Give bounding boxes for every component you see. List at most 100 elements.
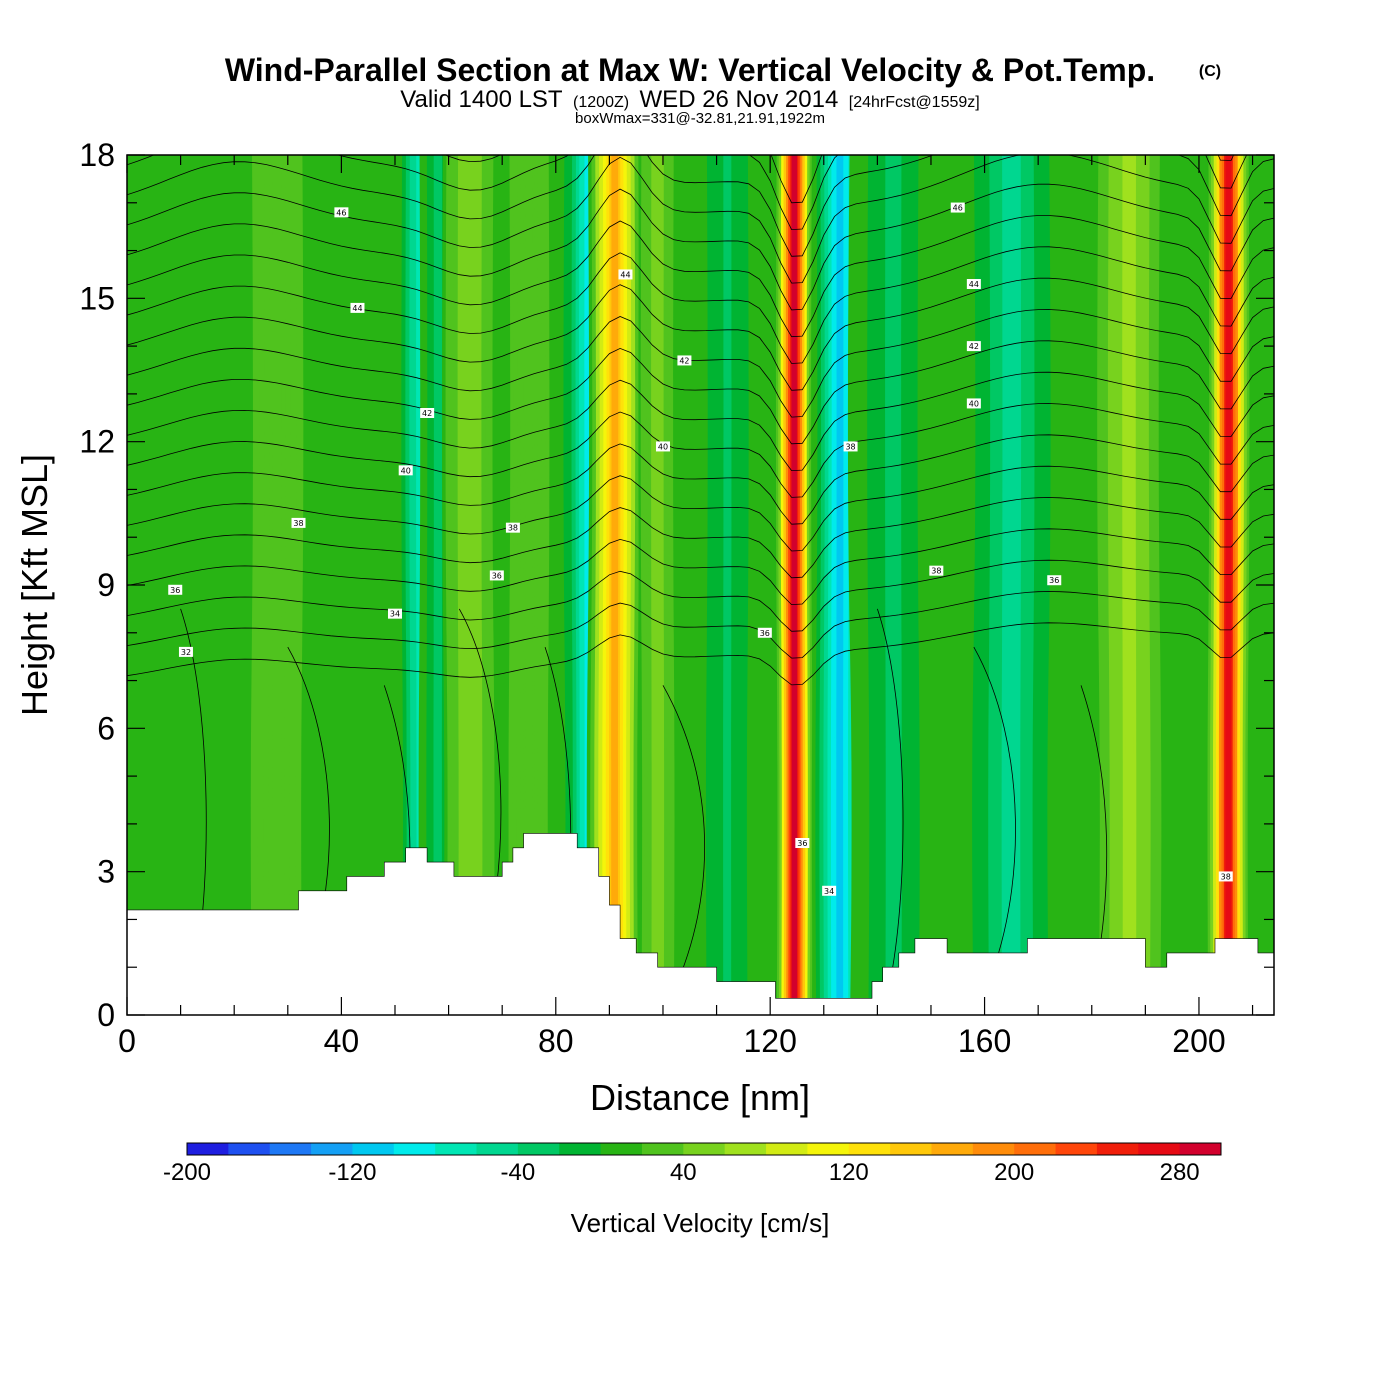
contour-label-box: [655, 441, 670, 452]
contour-label-text: 32: [181, 648, 191, 657]
contour-label-text: 36: [492, 571, 502, 580]
y-tick-label: 9: [97, 567, 115, 603]
w-column: [442, 155, 499, 1015]
contour-label-box: [966, 398, 981, 409]
contour-label-text: 38: [931, 567, 941, 576]
valid-local-time: Valid 1400 LST: [400, 86, 563, 113]
colorbar-swatch: [683, 1143, 726, 1155]
contour-label-box: [757, 627, 772, 638]
contour-label-text: 38: [845, 442, 855, 451]
contour-label: 40: [966, 398, 981, 409]
contour-label-box: [966, 341, 981, 352]
contour-label: 46: [334, 207, 349, 218]
contour-label-text: 46: [953, 204, 963, 213]
contour-label-box: [795, 838, 810, 848]
contour-label-text: 44: [620, 270, 630, 279]
contour-label: 38: [1218, 871, 1233, 882]
contour-label-box: [398, 465, 413, 476]
contour-labels: 46 44 42 40 38 36 32 34 38 36 44 42 40 36 36 34 38 46 44 42…: [168, 202, 1233, 896]
contour-label: 44: [618, 269, 633, 280]
contour-label-box: [966, 279, 981, 289]
theta-contour: [127, 309, 1274, 418]
colorbar-swatch: [435, 1143, 478, 1155]
contour-label-text: 44: [969, 280, 979, 289]
x-tick-label: 0: [118, 1023, 136, 1059]
valid-utc-time: (1200Z): [573, 94, 629, 111]
x-tick-label: 160: [958, 1023, 1011, 1059]
theta-contour: [127, 155, 1274, 284]
theta-contour: [127, 277, 1274, 391]
theta-contour: [127, 246, 1274, 364]
w-column: [957, 155, 1066, 1015]
contour-label-text: 36: [170, 586, 180, 595]
w-band: [466, 155, 474, 1015]
contour-label-text: 42: [969, 342, 979, 351]
colorbar-swatch: [931, 1143, 974, 1155]
contour-label: 44: [966, 279, 981, 289]
contour-label-text: 44: [352, 304, 362, 313]
y-tick-label: 6: [97, 710, 115, 746]
theta-contour: [662, 685, 706, 992]
chart-title: Wind-Parallel Section at Max W: Vertical…: [225, 52, 1155, 88]
contour-label-box: [677, 355, 692, 366]
contour-label-text: 34: [824, 887, 834, 896]
w-band: [791, 155, 798, 1015]
theta-contour: [127, 559, 1274, 632]
colorbar-swatch: [311, 1143, 353, 1155]
x-axis-label: Distance [nm]: [590, 1077, 810, 1118]
y-tick-label: 15: [79, 280, 115, 316]
y-tick-label: 0: [97, 997, 115, 1033]
valid-time-line: Valid 1400 LST (1200Z) WED 26 Nov 2014 […: [400, 86, 979, 113]
contour-label: 34: [822, 885, 837, 896]
x-tick-label: 200: [1172, 1023, 1225, 1059]
contour-label-box: [822, 885, 837, 896]
w-band: [434, 155, 441, 1015]
colorbar-tick-label: 40: [670, 1159, 697, 1186]
contour-label-box: [929, 565, 944, 576]
contour-label: 36: [489, 570, 504, 581]
colorbar-swatch: [848, 1143, 891, 1155]
colorbar-swatch: [600, 1143, 643, 1155]
contour-label: 34: [387, 608, 402, 619]
contour-label-box: [843, 441, 858, 452]
contour-label: 38: [843, 441, 858, 452]
contour-label-text: 38: [1221, 872, 1231, 881]
theta-contour: [127, 465, 1274, 552]
theta-contour: [127, 215, 1274, 338]
contour-label-text: 40: [658, 442, 668, 451]
contour-label-text: 40: [401, 466, 411, 475]
contour-label-text: 42: [679, 356, 689, 365]
contour-label: 38: [929, 565, 944, 576]
theta-contour: [127, 340, 1274, 445]
potential-temperature-contours: [127, 155, 1274, 992]
w-column: [638, 155, 677, 1015]
contour-label: 36: [168, 584, 183, 595]
x-tick-label: 120: [743, 1023, 796, 1059]
colorbar-swatch: [393, 1143, 436, 1155]
vertical-velocity-field: [129, 155, 1250, 1015]
contour-label-text: 36: [760, 629, 770, 638]
colorbar-swatch: [228, 1143, 271, 1155]
colorbar-swatch: [1055, 1143, 1098, 1155]
contour-label-box: [168, 584, 183, 595]
colorbar-tick-label: 200: [994, 1159, 1034, 1186]
contour-label-text: 38: [293, 519, 303, 528]
theta-contour: [127, 403, 1274, 498]
colorbar-swatch: [476, 1143, 519, 1155]
contour-label-box: [950, 202, 965, 213]
colorbar-tick-label: 120: [829, 1159, 869, 1186]
contour-label: 36: [757, 627, 772, 638]
contour-label-text: 40: [969, 399, 979, 408]
theta-contour: [127, 434, 1274, 525]
colorbar-tick-label: 280: [1160, 1159, 1200, 1186]
w-column: [586, 155, 643, 1015]
w-band: [888, 155, 899, 1015]
w-band: [836, 155, 844, 1015]
w-band: [723, 155, 732, 1015]
colorbar-swatch: [641, 1143, 684, 1155]
theta-contour: [876, 608, 904, 992]
contour-label: 40: [655, 441, 670, 452]
contour-label-box: [1047, 575, 1062, 586]
contour-label: 36: [1047, 575, 1062, 586]
